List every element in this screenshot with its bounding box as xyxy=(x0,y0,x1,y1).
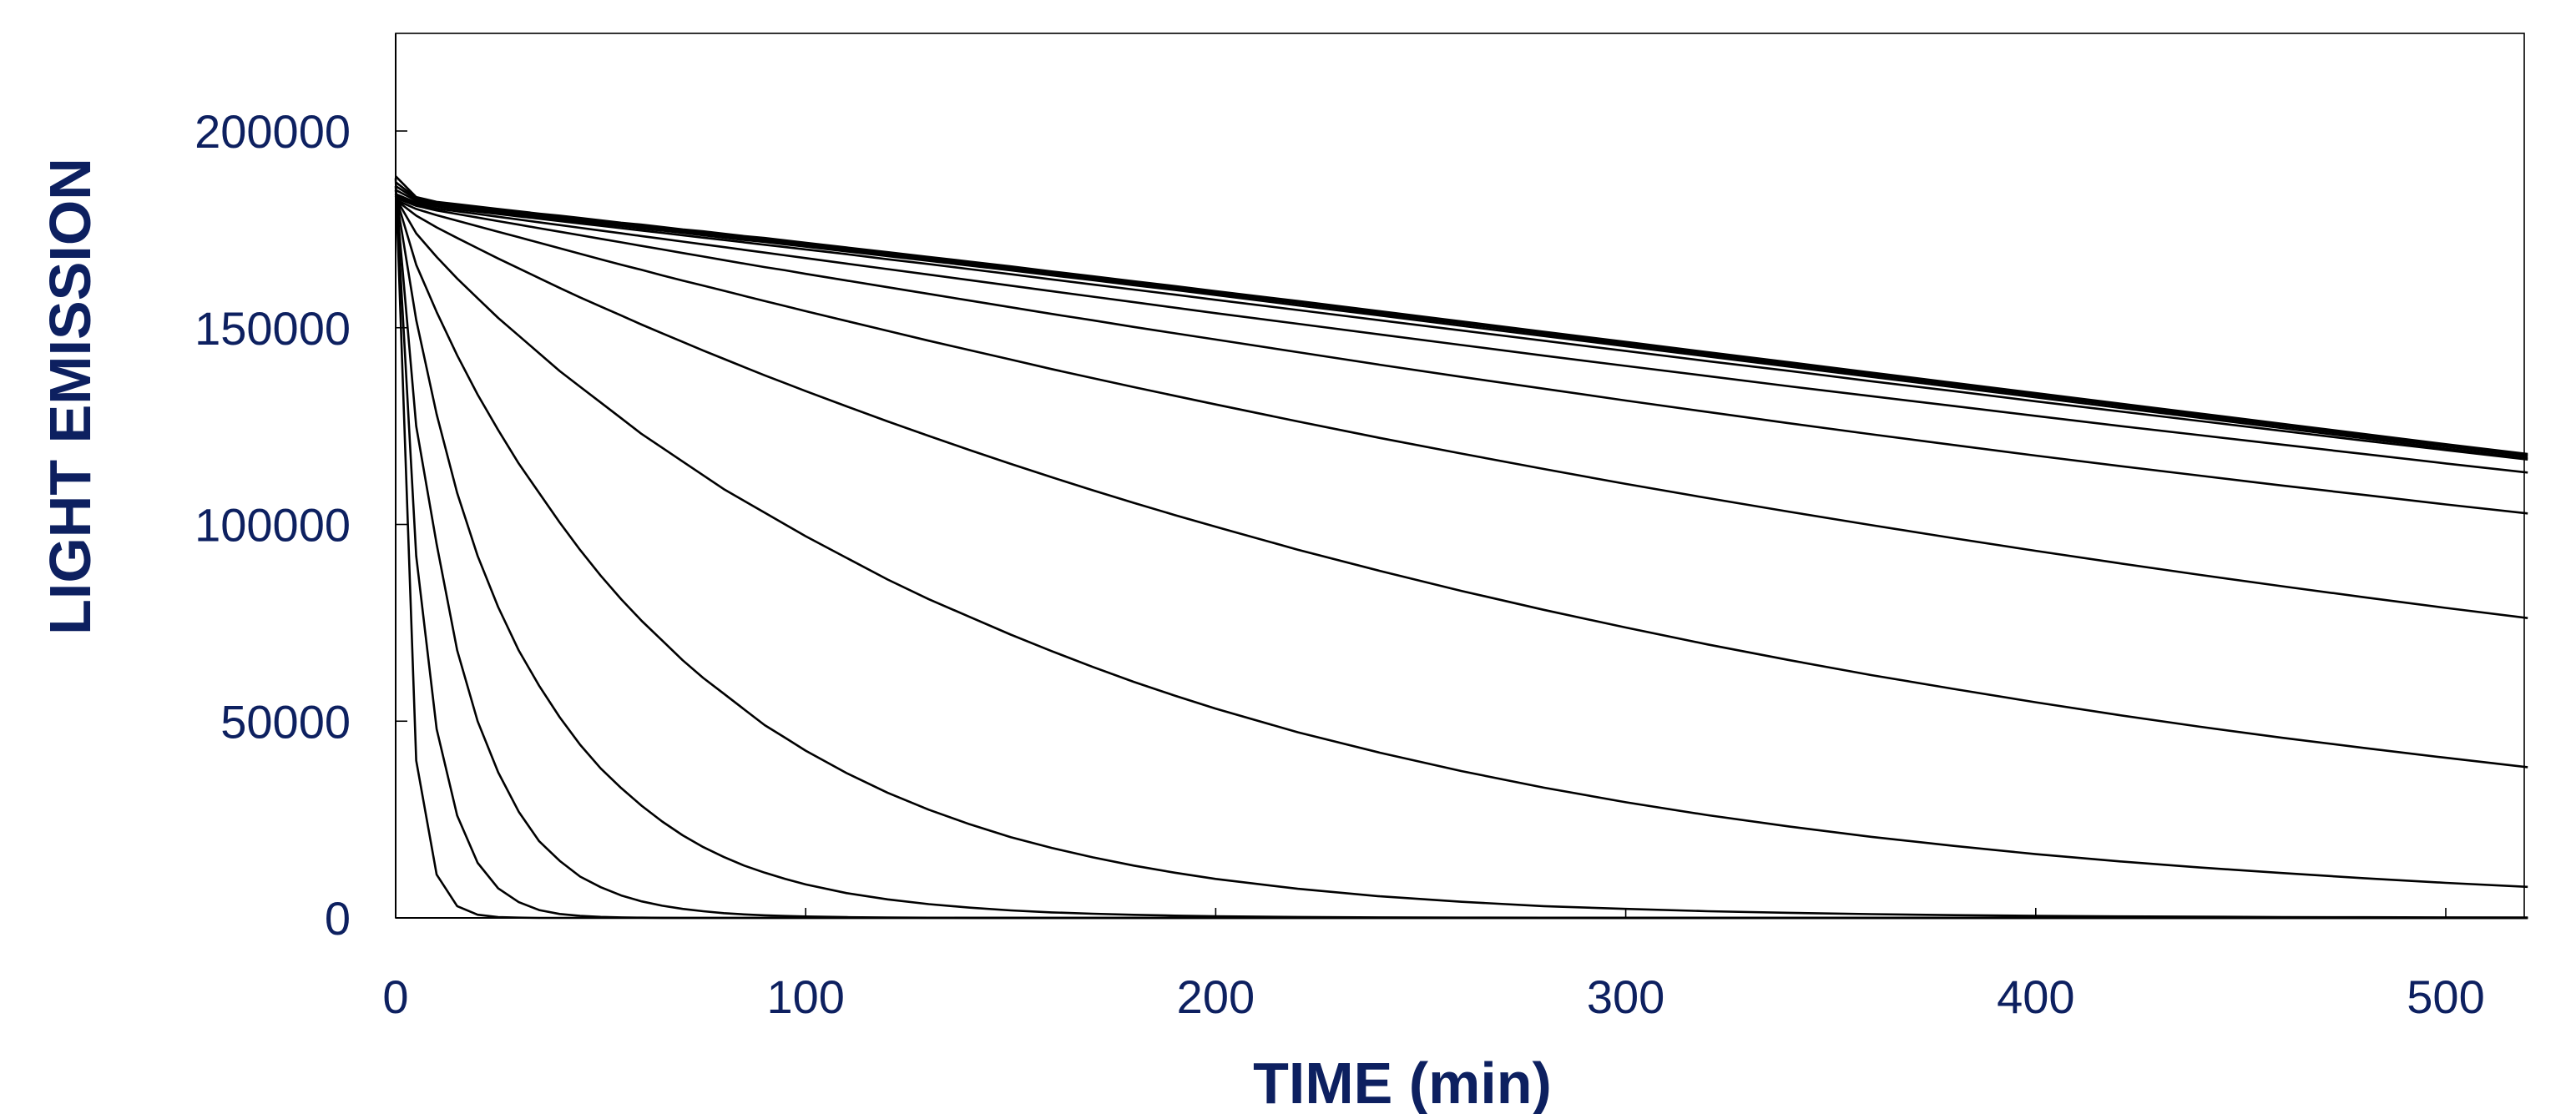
series-line xyxy=(395,199,2528,769)
x-tick-label: 0 xyxy=(382,970,408,1023)
series-line xyxy=(394,194,2528,920)
y-tick-labels: 0 50000 100000 150000 200000 xyxy=(194,105,351,945)
y-axis-title: LIGHT EMISSION xyxy=(38,158,103,635)
x-tick-label: 300 xyxy=(1587,970,1664,1023)
series-line xyxy=(395,196,2528,515)
y-tick-label: 0 xyxy=(325,892,351,945)
series-line xyxy=(395,181,2528,456)
x-tick-label: 400 xyxy=(1997,970,2074,1023)
x-axis-title: TIME (min) xyxy=(1253,1051,1552,1114)
series-line xyxy=(394,195,2528,919)
series-line xyxy=(395,194,2528,474)
y-tick-label: 50000 xyxy=(220,695,351,748)
x-tick-labels: 0 100 200 300 400 500 xyxy=(382,970,2484,1023)
series-line xyxy=(394,189,2528,920)
y-tick-label: 100000 xyxy=(194,499,351,552)
y-tick-label: 150000 xyxy=(194,302,351,355)
series-group xyxy=(394,175,2528,920)
x-tick-label: 200 xyxy=(1177,970,1255,1023)
series-line xyxy=(395,189,2528,460)
x-tick-label: 100 xyxy=(766,970,844,1023)
series-line xyxy=(395,193,2528,461)
series-line xyxy=(395,199,2528,619)
x-tick-label: 500 xyxy=(2407,970,2484,1023)
series-line xyxy=(395,175,2528,456)
y-tick-label: 200000 xyxy=(194,105,351,158)
series-line xyxy=(394,185,2528,920)
series-line xyxy=(394,197,2528,889)
